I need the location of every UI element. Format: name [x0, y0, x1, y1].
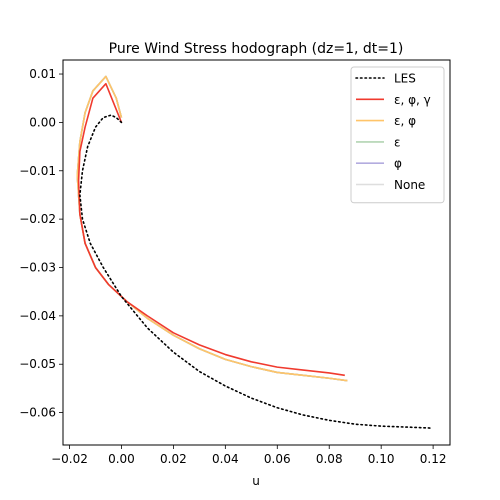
y-tick-label: 0.01: [29, 67, 56, 81]
y-tick-label: −0.06: [19, 406, 56, 420]
x-axis: −0.02 0.00 0.02 0.04 0.06 0.08 0.10 0.12: [51, 445, 446, 466]
x-tick-label: −0.02: [51, 452, 88, 466]
y-tick-label: −0.05: [19, 357, 56, 371]
legend-label: None: [394, 178, 425, 192]
legend-label: ε: [394, 135, 401, 149]
y-tick-label: −0.03: [19, 260, 56, 274]
x-axis-label: u: [252, 474, 260, 488]
y-tick-label: −0.02: [19, 212, 56, 226]
legend-label: ε, φ: [394, 114, 416, 128]
legend-label: LES: [394, 72, 416, 86]
legend-box: [350, 66, 445, 204]
legend-label: ε, φ, γ: [394, 93, 431, 107]
y-tick-label: −0.04: [19, 309, 56, 323]
legend: LES ε, φ, γ ε, φ εφ None: [350, 66, 445, 204]
x-tick-label: 0.00: [108, 452, 135, 466]
x-tick-label: 0.12: [420, 452, 447, 466]
series-line-1: [77, 82, 345, 377]
x-tick-label: 0.02: [160, 452, 187, 466]
y-axis: 0.01 0.00 −0.01 −0.02 −0.03 −0.04 −0.05 −0.06: [19, 67, 63, 420]
x-tick-label: 0.10: [368, 452, 395, 466]
chart-title: Pure Wind Stress hodograph (dz=1, dt=1): [109, 41, 404, 57]
y-tick-label: 0.00: [29, 115, 56, 129]
x-tick-label: 0.06: [264, 452, 291, 466]
x-tick-label: 0.04: [212, 452, 239, 466]
legend-label: φ: [394, 157, 402, 171]
y-tick-label: −0.01: [19, 164, 56, 178]
series-line-0: [79, 114, 432, 429]
plot-lines: [76, 75, 432, 429]
plot-frame: [62, 59, 451, 446]
x-tick-label: 0.08: [316, 452, 343, 466]
